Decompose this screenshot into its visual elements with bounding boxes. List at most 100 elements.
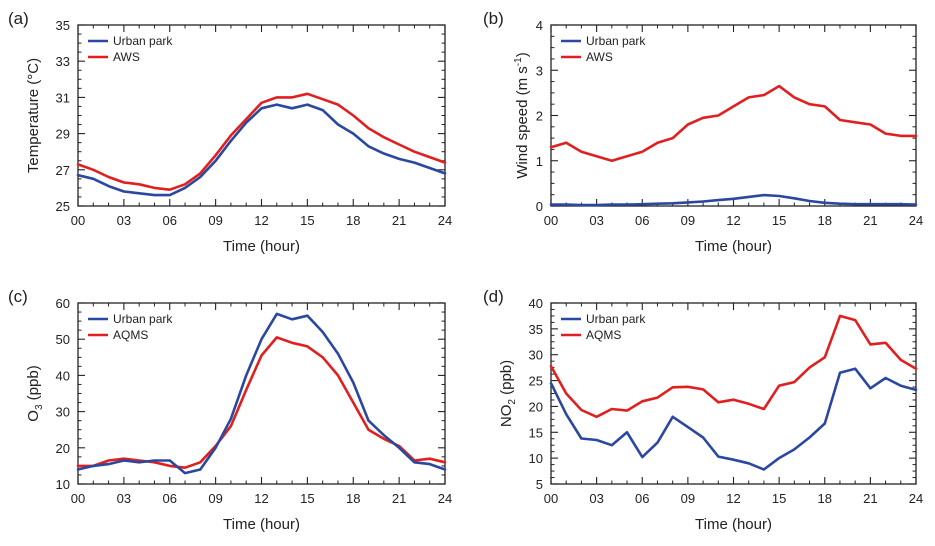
x-axis-title: Time (hour) <box>223 516 300 533</box>
x-tick-label: 09 <box>208 491 222 506</box>
y-axis-title-main: NO <box>498 405 515 428</box>
x-tick-label: 03 <box>589 491 603 506</box>
y-tick-label: 25 <box>529 374 543 389</box>
legend-label: Urban park <box>586 312 646 326</box>
y-axis-title-end: (ppb) <box>498 360 515 399</box>
y-tick-label: 40 <box>56 368 70 383</box>
legend-label: Urban park <box>113 312 173 326</box>
x-tick-label: 18 <box>346 213 360 228</box>
y-tick-label: 60 <box>56 296 70 311</box>
y-tick-label: 50 <box>56 332 70 347</box>
y-tick-label: 10 <box>56 477 70 492</box>
y-axis-title: Wind speed (m s-1) <box>513 52 531 178</box>
series-line-aqms <box>549 314 918 419</box>
x-tick-label: 24 <box>438 491 452 506</box>
x-tick-label: 24 <box>438 213 452 228</box>
y-tick-label: 0 <box>536 199 543 214</box>
x-tick-label: 00 <box>544 491 558 506</box>
y-axis-title-end: ) <box>514 52 531 57</box>
y-axis-title-sub: 3 <box>34 404 45 410</box>
y-tick-label: 1 <box>536 154 543 169</box>
y-tick-label: 25 <box>56 199 70 214</box>
y-axis-title: NO2 (ppb) <box>498 360 518 427</box>
y-tick-label: 15 <box>529 425 543 440</box>
legend-label: AQMS <box>586 328 621 342</box>
series-line-urban-park <box>549 193 918 207</box>
x-tick-label: 15 <box>300 491 314 506</box>
panel-label: (d) <box>483 287 504 306</box>
y-tick-label: 31 <box>56 90 70 105</box>
x-axis-title: Time (hour) <box>223 238 300 255</box>
y-axis-title-end: (ppb) <box>25 365 42 404</box>
x-tick-label: 06 <box>635 213 649 228</box>
series-line-aws <box>549 84 918 163</box>
x-tick-label: 06 <box>635 491 649 506</box>
y-tick-label: 30 <box>56 405 70 420</box>
x-tick-label: 15 <box>772 491 786 506</box>
series-line-urban-park <box>76 312 447 475</box>
x-tick-label: 18 <box>346 491 360 506</box>
y-tick-label: 20 <box>529 399 543 414</box>
x-tick-label: 03 <box>589 213 603 228</box>
legend-label: Urban park <box>586 34 646 48</box>
y-tick-label: 35 <box>56 18 70 33</box>
y-tick-label: 2 <box>536 109 543 124</box>
series-line-urban-park <box>76 103 447 197</box>
x-tick-label: 21 <box>392 491 406 506</box>
y-tick-label: 33 <box>56 54 70 69</box>
x-tick-label: 12 <box>726 491 740 506</box>
y-tick-label: 35 <box>529 322 543 337</box>
x-tick-label: 09 <box>681 213 695 228</box>
y-axis-title-main: Wind speed (m s <box>514 66 531 179</box>
y-tick-label: 27 <box>56 163 70 178</box>
x-tick-label: 21 <box>392 213 406 228</box>
panel-label: (c) <box>8 287 28 306</box>
y-axis-title: Temperature (°C) <box>25 58 42 173</box>
x-tick-label: 12 <box>254 491 268 506</box>
x-tick-label: 15 <box>300 213 314 228</box>
x-tick-label: 03 <box>117 491 131 506</box>
x-tick-label: 06 <box>163 213 177 228</box>
panel-label: (a) <box>8 9 29 28</box>
x-axis-title: Time (hour) <box>695 238 772 255</box>
x-tick-label: 00 <box>544 213 558 228</box>
x-tick-label: 09 <box>681 491 695 506</box>
legend-label: AQMS <box>113 328 148 342</box>
x-tick-label: 12 <box>726 213 740 228</box>
x-tick-label: 24 <box>909 491 923 506</box>
panel-a: 00 03 06 09 12 15 18 21 24 25 27 29 31 33 35 Time (hour… <box>8 9 452 255</box>
legend-label: AWS <box>113 50 140 64</box>
y-tick-label: 4 <box>536 18 543 33</box>
panel-d: 00 03 06 09 12 15 18 21 24 5 10 15 20 25 30 35 40 Time (h… <box>483 287 923 533</box>
panel-label: (b) <box>483 9 504 28</box>
series-line-aqms <box>76 336 447 470</box>
y-tick-label: 5 <box>536 477 543 492</box>
y-axis-title: O3 (ppb) <box>25 365 45 421</box>
x-tick-label: 06 <box>163 491 177 506</box>
legend-label: Urban park <box>113 34 173 48</box>
y-axis-title-sub: 2 <box>507 399 518 405</box>
x-tick-label: 00 <box>71 491 85 506</box>
y-tick-label: 20 <box>56 441 70 456</box>
x-tick-label: 24 <box>909 213 923 228</box>
x-tick-label: 15 <box>772 213 786 228</box>
x-tick-label: 21 <box>863 213 877 228</box>
y-tick-label: 29 <box>56 127 70 142</box>
y-tick-label: 40 <box>529 296 543 311</box>
y-tick-label: 10 <box>529 451 543 466</box>
x-axis-title: Time (hour) <box>695 516 772 533</box>
panel-c: 00 03 06 09 12 15 18 21 24 10 20 30 40 50 60 Time (hour… <box>8 287 452 533</box>
y-axis-title-sup: -1 <box>513 57 524 66</box>
series-line-urban-park <box>549 367 918 471</box>
y-tick-label: 3 <box>536 63 543 78</box>
x-tick-label: 09 <box>208 213 222 228</box>
legend-label: AWS <box>586 50 613 64</box>
x-tick-label: 03 <box>117 213 131 228</box>
y-tick-label: 30 <box>529 348 543 363</box>
x-tick-label: 00 <box>71 213 85 228</box>
y-axis-title-main: O <box>25 410 42 422</box>
x-tick-label: 18 <box>818 213 832 228</box>
x-tick-label: 21 <box>863 491 877 506</box>
